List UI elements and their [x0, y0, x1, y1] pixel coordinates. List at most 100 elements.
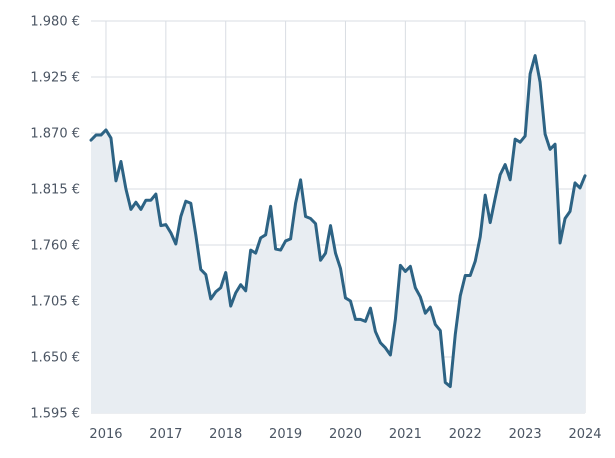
- data-point: [134, 200, 138, 204]
- x-tick-label: 2021: [389, 427, 422, 442]
- x-tick-label: 2019: [269, 427, 302, 442]
- y-tick-label: 1.760 €: [30, 239, 80, 254]
- data-point: [523, 134, 527, 138]
- data-point: [398, 263, 402, 267]
- area-layer: [91, 55, 585, 414]
- x-tick-label: 2016: [89, 427, 122, 442]
- data-point: [518, 140, 522, 144]
- data-point: [309, 217, 313, 221]
- data-point: [279, 248, 283, 252]
- data-point: [329, 224, 333, 228]
- data-point: [378, 341, 382, 345]
- data-point: [393, 317, 397, 321]
- data-point: [363, 319, 367, 323]
- series-area: [91, 55, 585, 414]
- data-point: [119, 160, 123, 164]
- data-point: [304, 214, 308, 218]
- data-point: [129, 207, 133, 211]
- data-point: [314, 222, 318, 226]
- data-point: [508, 178, 512, 182]
- data-point: [214, 290, 218, 294]
- data-point: [438, 329, 442, 333]
- data-point: [493, 196, 497, 200]
- data-point: [563, 217, 567, 221]
- y-tick-label: 1.870 €: [30, 127, 80, 142]
- data-point: [334, 251, 338, 255]
- data-point: [538, 80, 542, 84]
- data-point: [513, 137, 517, 141]
- data-point: [583, 174, 587, 178]
- data-point: [403, 269, 407, 273]
- data-point: [144, 198, 148, 202]
- data-point: [229, 304, 233, 308]
- x-tick-label: 2017: [149, 427, 182, 442]
- data-point: [463, 274, 467, 278]
- x-tick-label: 2018: [209, 427, 242, 442]
- data-point: [533, 54, 537, 58]
- data-point: [164, 223, 168, 227]
- data-point: [124, 187, 128, 191]
- data-point: [179, 214, 183, 218]
- data-point: [249, 248, 253, 252]
- y-tick-label: 1.650 €: [30, 351, 80, 366]
- data-point: [478, 235, 482, 239]
- x-axis-labels: 2016 2017 2018 2019 2020 2021 2022 2023 2024: [89, 427, 601, 442]
- data-point: [194, 233, 198, 237]
- data-point: [543, 132, 547, 136]
- data-point: [199, 267, 203, 271]
- data-point: [289, 237, 293, 241]
- data-point: [448, 385, 452, 389]
- data-point: [443, 380, 447, 384]
- data-point: [219, 286, 223, 290]
- data-point: [209, 297, 213, 301]
- series-line: [89, 54, 587, 389]
- data-point: [324, 251, 328, 255]
- data-point: [338, 266, 342, 270]
- data-point: [358, 317, 362, 321]
- data-point: [428, 305, 432, 309]
- data-point: [553, 142, 557, 146]
- data-point: [264, 233, 268, 237]
- data-point: [483, 193, 487, 197]
- data-point: [259, 236, 263, 240]
- data-point: [104, 128, 108, 132]
- data-point: [94, 133, 98, 137]
- data-point: [224, 270, 228, 274]
- data-point: [269, 204, 273, 208]
- data-point: [184, 199, 188, 203]
- x-tick-label: 2020: [329, 427, 362, 442]
- data-point: [373, 330, 377, 334]
- data-point: [204, 273, 208, 277]
- data-point: [239, 283, 243, 287]
- data-point: [99, 133, 103, 137]
- data-point: [244, 289, 248, 293]
- y-tick-label: 1.925 €: [30, 71, 80, 86]
- data-point: [503, 163, 507, 167]
- data-point: [413, 286, 417, 290]
- x-tick-label: 2023: [509, 427, 542, 442]
- data-point: [548, 147, 552, 151]
- data-point: [299, 178, 303, 182]
- y-tick-label: 1.595 €: [30, 407, 80, 422]
- x-tick-label: 2022: [449, 427, 482, 442]
- data-point: [578, 186, 582, 190]
- data-point: [558, 241, 562, 245]
- data-point: [174, 242, 178, 246]
- data-point: [319, 258, 323, 262]
- data-point: [189, 201, 193, 205]
- data-point: [254, 251, 258, 255]
- data-point: [423, 311, 427, 315]
- data-point: [343, 296, 347, 300]
- data-point: [114, 179, 118, 183]
- data-point: [418, 295, 422, 299]
- data-point: [388, 353, 392, 357]
- data-point: [453, 333, 457, 337]
- y-tick-label: 1.980 €: [30, 15, 80, 30]
- data-point: [348, 299, 352, 303]
- data-point: [408, 264, 412, 268]
- data-point: [294, 201, 298, 205]
- data-point: [498, 173, 502, 177]
- y-tick-label: 1.815 €: [30, 183, 80, 198]
